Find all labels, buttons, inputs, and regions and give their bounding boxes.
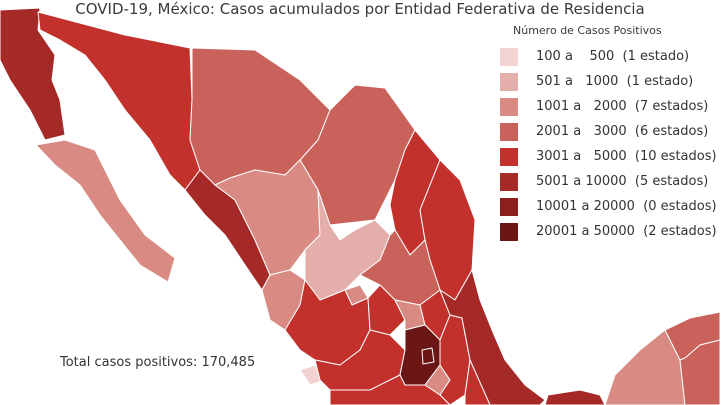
legend-item: 1001 a 2000 (7 estados) <box>500 98 710 116</box>
state-ciudad-de-mexico[interactable] <box>421 347 435 365</box>
map-title: COVID-19, México: Casos acumulados por E… <box>75 0 645 18</box>
legend-item: 100 a 500 (1 estado) <box>500 48 710 66</box>
state-guerrero[interactable] <box>329 374 451 405</box>
state-oaxaca[interactable] <box>464 359 491 405</box>
legend-item: 5001 a 10000 (5 estados) <box>500 173 710 191</box>
legend-label: 20001 a 50000 (2 estados) <box>536 224 717 239</box>
legend-item: 501 a 1000 (1 estado) <box>500 73 710 91</box>
legend-item: 10001 a 20000 (0 estados) <box>500 198 717 216</box>
legend-title: Número de Casos Positivos <box>513 24 662 37</box>
state-tabasco[interactable] <box>544 389 606 405</box>
state-baja-california[interactable] <box>0 7 66 141</box>
legend-label: 2001 a 3000 (6 estados) <box>536 124 709 139</box>
legend-swatch <box>500 123 518 141</box>
legend-label: 501 a 1000 (1 estado) <box>536 74 694 89</box>
legend-swatch <box>500 223 518 241</box>
legend-swatch <box>500 98 518 116</box>
state-baja-california-sur[interactable] <box>35 139 176 283</box>
legend-label: 5001 a 10000 (5 estados) <box>536 174 709 189</box>
legend-label: 10001 a 20000 (0 estados) <box>536 199 717 214</box>
legend-label: 100 a 500 (1 estado) <box>536 49 690 64</box>
legend-item: 20001 a 50000 (2 estados) <box>500 223 717 241</box>
legend-item: 2001 a 3000 (6 estados) <box>500 123 710 141</box>
legend-label: 3001 a 5000 (10 estados) <box>536 149 717 164</box>
legend-swatch <box>500 198 518 216</box>
state-coahuila[interactable] <box>299 84 416 226</box>
state-sonora[interactable] <box>37 11 201 191</box>
legend-swatch <box>500 173 518 191</box>
legend-swatch <box>500 148 518 166</box>
state-veracruz[interactable] <box>439 269 546 405</box>
state-quintana-roo[interactable] <box>679 339 720 405</box>
legend-swatch <box>500 73 518 91</box>
total-cases: Total casos positivos: 170,485 <box>60 355 256 370</box>
legend-label: 1001 a 2000 (7 estados) <box>536 99 709 114</box>
legend-item: 3001 a 5000 (10 estados) <box>500 148 717 166</box>
legend-swatch <box>500 48 518 66</box>
